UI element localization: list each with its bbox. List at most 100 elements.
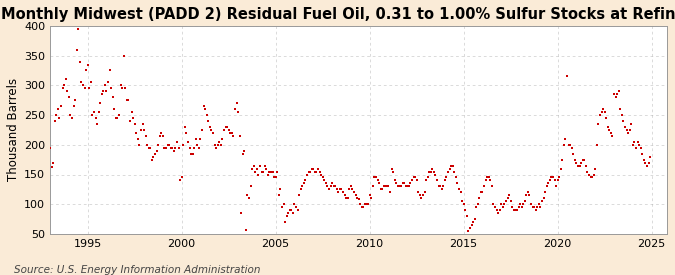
Point	[270, 175, 281, 180]
Point	[178, 142, 188, 147]
Point	[303, 169, 314, 174]
Point	[421, 178, 431, 183]
Point	[645, 155, 655, 159]
Point	[574, 163, 585, 168]
Point	[298, 181, 309, 186]
Point	[250, 169, 261, 174]
Point	[159, 145, 170, 150]
Point	[203, 119, 214, 123]
Point	[117, 86, 128, 90]
Point	[430, 172, 441, 177]
Point	[352, 196, 362, 200]
Point	[346, 184, 356, 189]
Point	[196, 128, 207, 132]
Point	[375, 187, 386, 192]
Point	[444, 166, 455, 171]
Point	[120, 86, 131, 90]
Point	[169, 148, 180, 153]
Point	[68, 104, 79, 108]
Point	[529, 205, 539, 209]
Point	[470, 205, 481, 209]
Point	[637, 152, 647, 156]
Point	[433, 184, 444, 189]
Point	[219, 128, 230, 132]
Point	[353, 197, 364, 202]
Point	[610, 95, 621, 100]
Point	[472, 202, 483, 207]
Point	[551, 184, 562, 189]
Point	[171, 140, 182, 144]
Point	[399, 181, 410, 186]
Point	[576, 160, 587, 165]
Point	[460, 208, 470, 212]
Point	[267, 169, 278, 174]
Point	[501, 199, 512, 204]
Point	[155, 134, 165, 138]
Point	[480, 178, 491, 183]
Point	[330, 184, 341, 189]
Point	[206, 128, 217, 132]
Point	[341, 196, 352, 200]
Point	[209, 142, 220, 147]
Point	[596, 110, 607, 114]
Point	[47, 164, 57, 169]
Point	[138, 128, 149, 132]
Point	[242, 193, 253, 197]
Point	[497, 205, 508, 209]
Point	[623, 131, 634, 135]
Point	[408, 175, 419, 180]
Point	[60, 77, 71, 82]
Point	[360, 202, 371, 207]
Point	[543, 181, 554, 186]
Point	[386, 166, 397, 171]
Point	[391, 181, 402, 186]
Point	[48, 160, 59, 165]
Point	[259, 163, 270, 168]
Point	[264, 169, 275, 174]
Point	[348, 190, 359, 194]
Point	[379, 184, 389, 189]
Point	[81, 68, 92, 73]
Point	[462, 214, 472, 218]
Point	[134, 142, 145, 147]
Point	[153, 142, 163, 147]
Point	[167, 145, 178, 150]
Point	[356, 205, 367, 209]
Point	[448, 163, 458, 168]
Point	[297, 184, 308, 189]
Point	[190, 137, 201, 141]
Point	[205, 125, 215, 129]
Point	[338, 190, 348, 194]
Point	[111, 116, 122, 120]
Point	[367, 184, 378, 189]
Point	[502, 196, 513, 200]
Point	[425, 169, 436, 174]
Point	[99, 83, 110, 87]
Point	[292, 208, 303, 212]
Point	[194, 145, 205, 150]
Point	[533, 202, 544, 207]
Point	[186, 152, 196, 156]
Point	[230, 107, 240, 111]
Point	[45, 145, 55, 150]
Point	[148, 155, 159, 159]
Point	[86, 80, 97, 84]
Text: Source: U.S. Energy Information Administration: Source: U.S. Energy Information Administ…	[14, 265, 260, 275]
Point	[641, 163, 652, 168]
Point	[76, 80, 87, 84]
Point	[563, 142, 574, 147]
Point	[73, 27, 84, 31]
Point	[609, 92, 620, 97]
Point	[125, 119, 136, 123]
Point	[279, 220, 290, 224]
Point	[372, 178, 383, 183]
Point	[616, 113, 627, 117]
Point	[162, 142, 173, 147]
Point	[101, 89, 112, 94]
Point	[335, 187, 346, 192]
Point	[283, 211, 294, 215]
Point	[519, 199, 530, 204]
Point	[63, 95, 74, 100]
Point	[508, 208, 519, 212]
Point	[571, 160, 582, 165]
